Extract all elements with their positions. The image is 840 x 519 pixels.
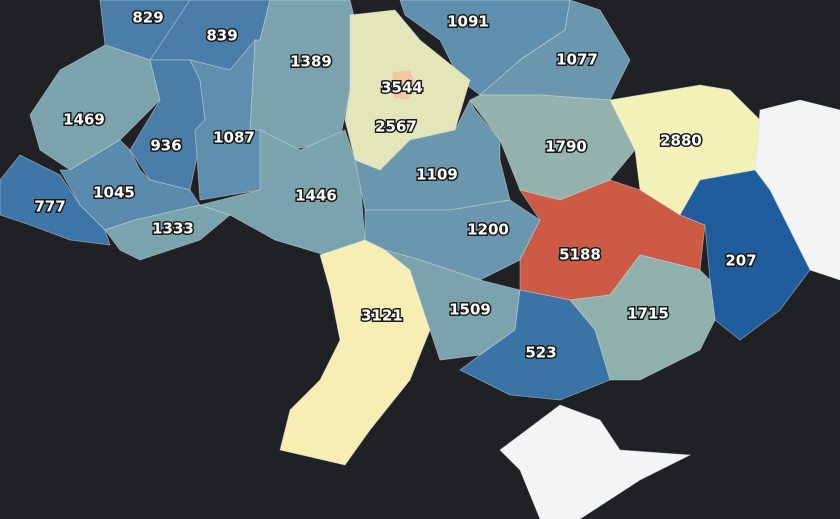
region-value: 777 <box>34 198 65 216</box>
region-value: 1045 <box>93 184 135 202</box>
region-value: 1091 <box>447 13 489 31</box>
region-value: 1469 <box>63 111 105 129</box>
region-value: 829 <box>132 9 163 27</box>
region-value: 1446 <box>295 187 337 205</box>
region-value: 5188 <box>559 246 601 264</box>
region-value: 1509 <box>449 301 491 319</box>
region-value: 2880 <box>660 132 702 150</box>
region <box>249 0 356 151</box>
region-value: 1333 <box>152 220 194 238</box>
region-value: 1715 <box>627 305 669 323</box>
region-value: 1109 <box>416 166 458 184</box>
region-value: 936 <box>150 137 181 155</box>
labels: 829 839 1091 1077 1389 3544 2567 1469 936 1087 179… <box>33 7 758 363</box>
region-value: 1087 <box>213 129 255 147</box>
regions <box>0 0 811 466</box>
region <box>0 154 111 246</box>
region-value: 1389 <box>290 53 332 71</box>
region-value: 3544 <box>381 79 423 97</box>
region-value: 839 <box>206 27 237 45</box>
region-value: 523 <box>525 344 556 362</box>
region-value: 2567 <box>375 118 417 136</box>
region-no-data <box>499 404 692 519</box>
region-value: 207 <box>725 252 756 270</box>
region-value: 1790 <box>545 138 587 156</box>
region-value: 1200 <box>467 221 509 239</box>
region <box>391 69 419 101</box>
region <box>59 139 201 231</box>
region <box>459 289 611 401</box>
region <box>104 204 231 261</box>
region-value: 3121 <box>361 307 403 325</box>
region-value: 1077 <box>556 51 598 69</box>
